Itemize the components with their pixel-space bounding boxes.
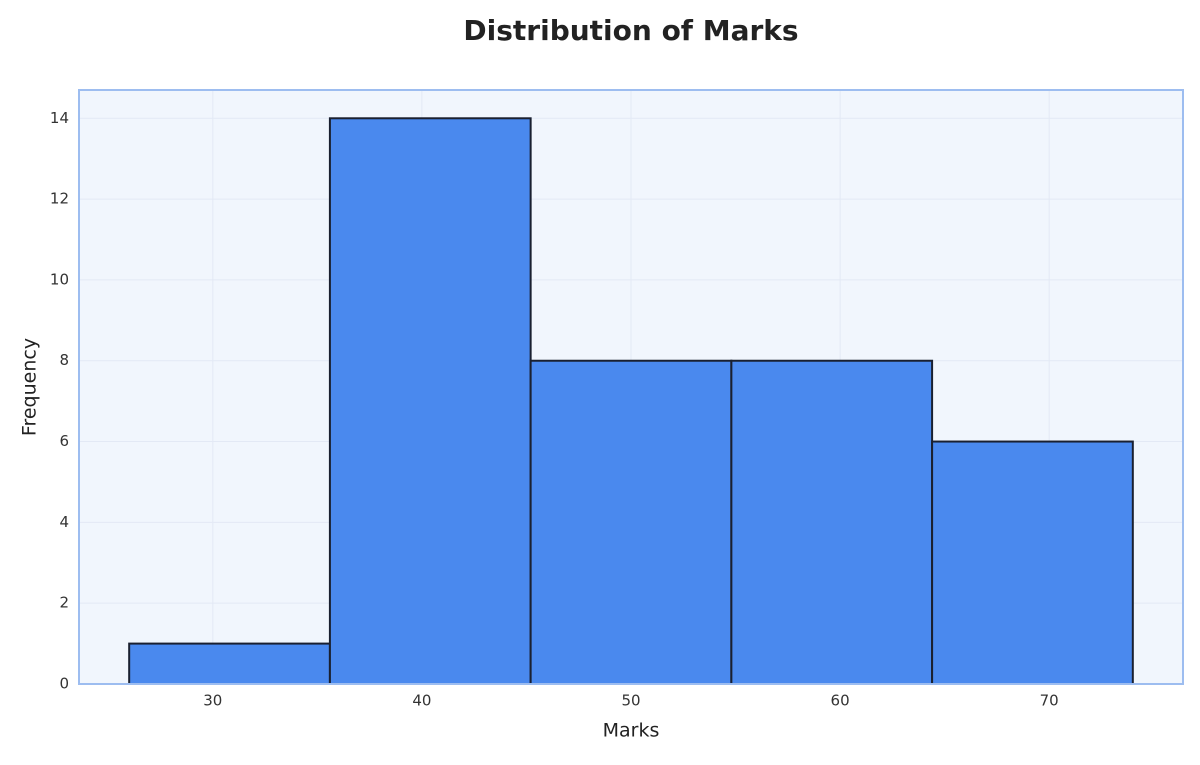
bar: [328, 117, 532, 686]
plot-border: [78, 89, 1184, 685]
x-tick-label: 50: [621, 692, 640, 710]
x-tick-label: 40: [412, 692, 431, 710]
bar: [931, 440, 1134, 685]
bar: [529, 359, 733, 685]
y-tick-label: 2: [59, 594, 69, 612]
bar: [128, 642, 331, 686]
y-tick-label: 12: [50, 190, 69, 208]
y-tick-label: 0: [59, 675, 69, 693]
x-tick-label: 60: [831, 692, 850, 710]
y-axis-label: Frequency: [19, 338, 41, 436]
chart-title: Distribution of Marks: [463, 14, 798, 47]
y-tick-label: 8: [59, 351, 69, 369]
y-tick-label: 10: [50, 270, 69, 288]
bar: [730, 359, 934, 685]
x-tick-label: 30: [203, 692, 222, 710]
y-tick-label: 14: [50, 109, 69, 127]
y-tick-label: 4: [59, 513, 69, 531]
x-tick-label: 70: [1040, 692, 1059, 710]
y-tick-label: 6: [59, 432, 69, 450]
x-axis-label: Marks: [603, 720, 660, 742]
